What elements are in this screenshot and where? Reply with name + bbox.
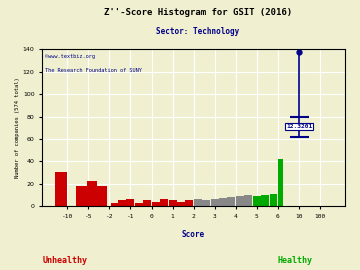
Bar [98,186,107,206]
Bar [278,159,283,206]
Bar [202,200,210,206]
Text: Sector: Technology: Sector: Technology [156,27,240,36]
Text: Z''-Score Histogram for GSIT (2016): Z''-Score Histogram for GSIT (2016) [104,8,292,17]
Bar [228,197,235,206]
Text: Healthy: Healthy [278,256,313,265]
Text: Unhealthy: Unhealthy [42,256,87,265]
Bar [160,199,168,206]
Bar [152,202,160,206]
Bar [55,173,67,206]
Bar [236,196,244,206]
Bar [253,196,261,206]
Bar [76,186,88,206]
Bar [244,195,252,206]
Bar [126,199,135,206]
Bar [118,200,126,206]
Text: 12.3201: 12.3201 [286,124,312,129]
Bar [211,199,219,206]
Bar [261,195,269,206]
Y-axis label: Number of companies (574 total): Number of companies (574 total) [15,77,20,178]
Bar [143,200,151,206]
X-axis label: Score: Score [182,230,205,239]
Bar [135,203,143,206]
Bar [270,194,278,206]
Bar [194,199,202,206]
Bar [219,198,227,206]
Text: The Research Foundation of SUNY: The Research Foundation of SUNY [45,68,142,73]
Bar [87,181,96,206]
Text: ©www.textbiz.org: ©www.textbiz.org [45,54,95,59]
Bar [185,200,193,206]
Bar [177,202,185,206]
Bar [168,200,176,206]
Bar [111,203,119,206]
